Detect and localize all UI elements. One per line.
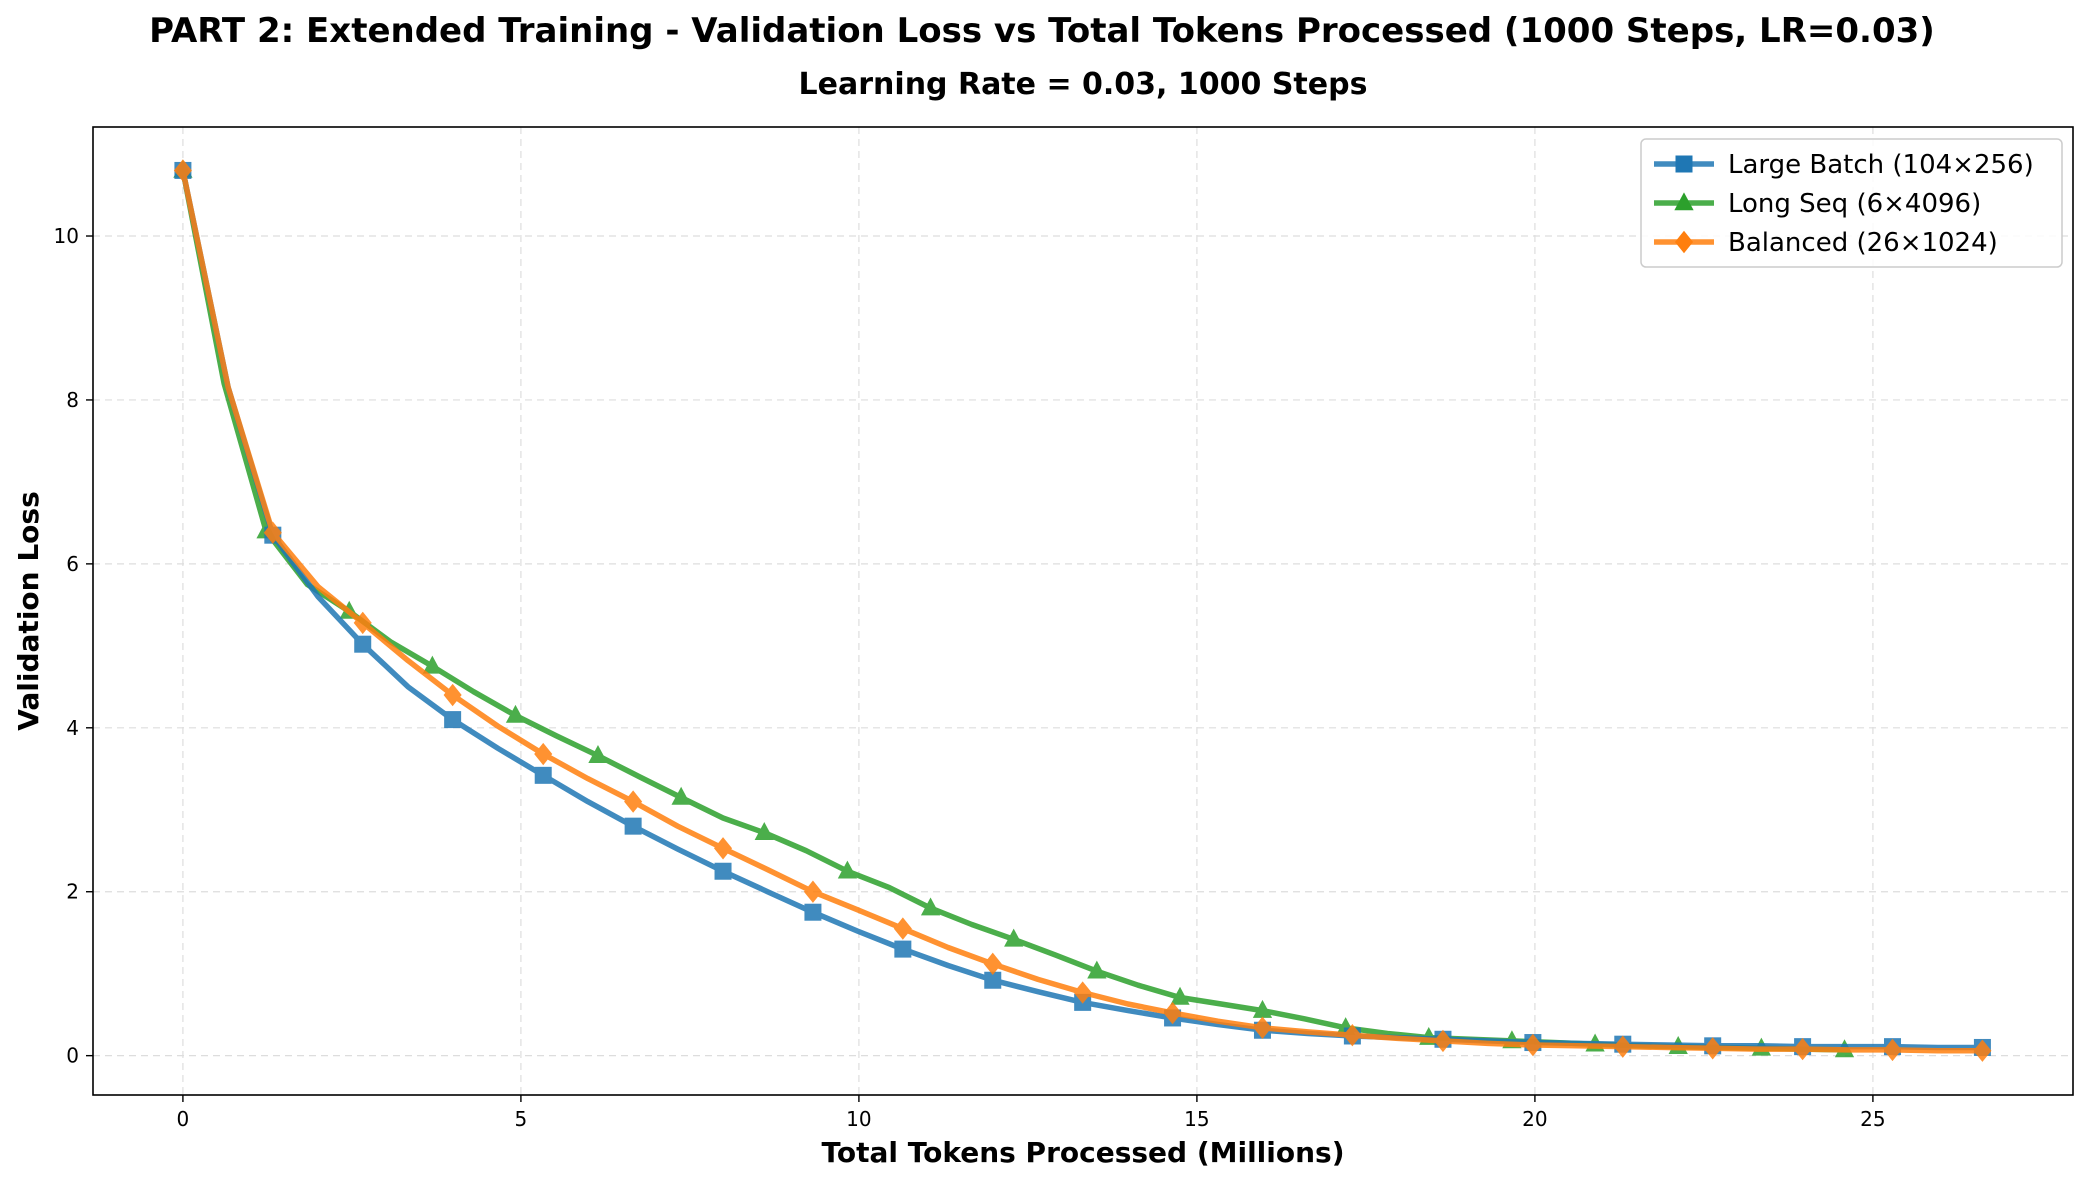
data-point: [505, 704, 526, 723]
legend-marker: [1675, 155, 1693, 173]
data-point: [1073, 981, 1092, 1004]
data-point: [754, 822, 774, 841]
data-point: [920, 897, 941, 916]
x-tick-label: 15: [1184, 1107, 1209, 1131]
data-point: [983, 952, 1002, 976]
data-point: [588, 745, 608, 763]
x-tick-label: 20: [1522, 1107, 1547, 1131]
data-point: [1613, 1035, 1632, 1058]
data-point: [804, 903, 822, 921]
data-point: [444, 711, 462, 729]
data-point: [1253, 1016, 1272, 1039]
data-point: [1170, 986, 1190, 1005]
data-point: [624, 790, 643, 813]
legend-marker: [1674, 230, 1694, 254]
legend-marker: [1674, 192, 1694, 211]
y-tick-label: 4: [66, 716, 79, 740]
legend-label: Long Seq (6×4096): [1728, 189, 1981, 219]
data-point: [1973, 1039, 1992, 1062]
legend-entry: Balanced (26×1024): [1654, 228, 1998, 258]
data-point: [1883, 1038, 1902, 1062]
y-axis-label: Validation Loss: [12, 491, 45, 730]
y-tick-label: 10: [54, 224, 79, 248]
chart-title: PART 2: Extended Training - Validation L…: [149, 11, 1935, 51]
data-point: [263, 521, 282, 544]
data-point: [624, 817, 642, 835]
x-axis-label: Total Tokens Processed (Millions): [821, 1136, 1344, 1169]
y-tick-label: 6: [66, 552, 79, 576]
legend-entry: Long Seq (6×4096): [1654, 189, 1981, 219]
data-point: [893, 917, 912, 940]
data-point: [422, 655, 442, 674]
y-tick-label: 0: [66, 1044, 79, 1068]
data-point: [714, 862, 732, 880]
legend: Large Batch (104×256) Long Seq (6×4096) Ba…: [1640, 138, 2063, 268]
data-point: [534, 766, 552, 784]
data-point: [443, 683, 462, 707]
data-point: [1004, 928, 1024, 947]
data-point: [1523, 1033, 1542, 1057]
data-point: [1087, 960, 1107, 979]
data-point: [534, 742, 553, 766]
data-point: [1343, 1023, 1362, 1047]
data-point: [1163, 1001, 1182, 1025]
data-point: [894, 940, 912, 958]
x-tick-label: 0: [177, 1107, 190, 1131]
data-point: [803, 880, 822, 903]
data-point: [354, 635, 372, 653]
legend-label: Balanced (26×1024): [1728, 228, 1998, 258]
data-point: [353, 611, 372, 635]
data-point: [1433, 1029, 1453, 1053]
data-point: [1793, 1037, 1812, 1061]
plot-frame: [92, 126, 2074, 1096]
x-tick-label: 10: [846, 1107, 871, 1131]
series-group: [173, 159, 1992, 1062]
series-line: [180, 167, 1986, 1054]
series-square: [174, 161, 1991, 1056]
y-tick-label: 8: [66, 388, 79, 412]
legend-label: Large Batch (104×256): [1728, 150, 2034, 180]
series-line: [180, 167, 1848, 1053]
x-tick-label: 5: [515, 1107, 528, 1131]
data-point: [713, 837, 733, 860]
series-triangle: [173, 159, 1855, 1058]
data-point: [837, 860, 858, 879]
legend-box: [1640, 138, 2063, 268]
x-tick-label: 25: [1860, 1107, 1885, 1131]
data-point: [173, 159, 192, 182]
series-diamond: [173, 159, 1992, 1062]
chart-subtitle: Learning Rate = 0.03, 1000 Steps: [799, 67, 1368, 102]
data-point: [671, 786, 691, 805]
grid-lines: [93, 127, 2073, 1095]
series-line: [180, 167, 1986, 1051]
legend-entry: Large Batch (104×256): [1654, 150, 2034, 180]
axis-ticks: 0 5 10 15 20 25 0 2 4 6 8 10: [54, 224, 1886, 1131]
y-tick-label: 2: [66, 880, 79, 904]
data-point: [1703, 1037, 1722, 1060]
